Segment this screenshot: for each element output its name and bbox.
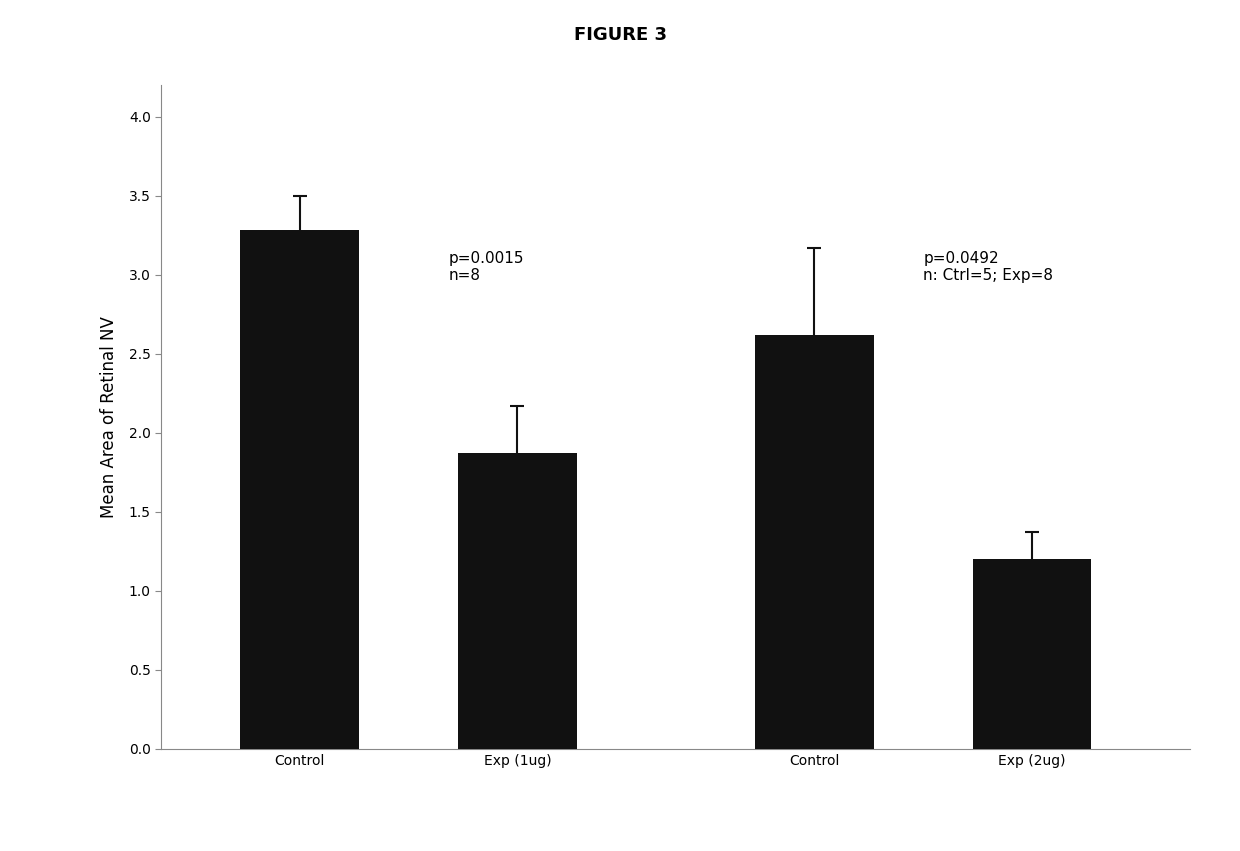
Text: p=0.0492
n: Ctrl=5; Exp=8: p=0.0492 n: Ctrl=5; Exp=8 <box>924 251 1053 283</box>
Y-axis label: Mean Area of Retinal NV: Mean Area of Retinal NV <box>99 316 118 518</box>
Bar <box>972 559 1091 749</box>
Text: FIGURE 3: FIGURE 3 <box>573 26 667 43</box>
Bar <box>755 334 874 749</box>
Text: p=0.0015
n=8: p=0.0015 n=8 <box>448 251 523 283</box>
Bar <box>241 231 360 749</box>
Bar <box>458 454 577 749</box>
